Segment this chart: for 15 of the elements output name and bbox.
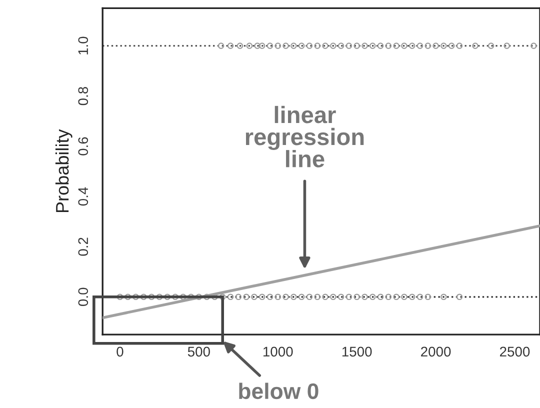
x-tick-label: 1000 — [263, 346, 293, 357]
x-tick-label: 500 — [188, 346, 210, 357]
x-tick-label: 0 — [116, 346, 124, 357]
x-tick-label: 2500 — [500, 346, 530, 357]
y-tick-label: 0.4 — [78, 187, 88, 206]
y-tick-label: 0.0 — [78, 288, 88, 306]
y-tick-label: 0.6 — [78, 137, 88, 156]
y-axis-title: Probability — [55, 129, 72, 212]
y-tick-label: 0.2 — [78, 238, 88, 256]
x-tick-label: 1500 — [342, 346, 372, 357]
x-tick-label: 2000 — [421, 346, 451, 357]
y-tick-label: 0.8 — [78, 86, 88, 106]
text: below 0 — [239, 382, 318, 400]
y-tick-label: 1.0 — [78, 36, 88, 54]
annotation: linear regression line — [246, 106, 364, 168]
